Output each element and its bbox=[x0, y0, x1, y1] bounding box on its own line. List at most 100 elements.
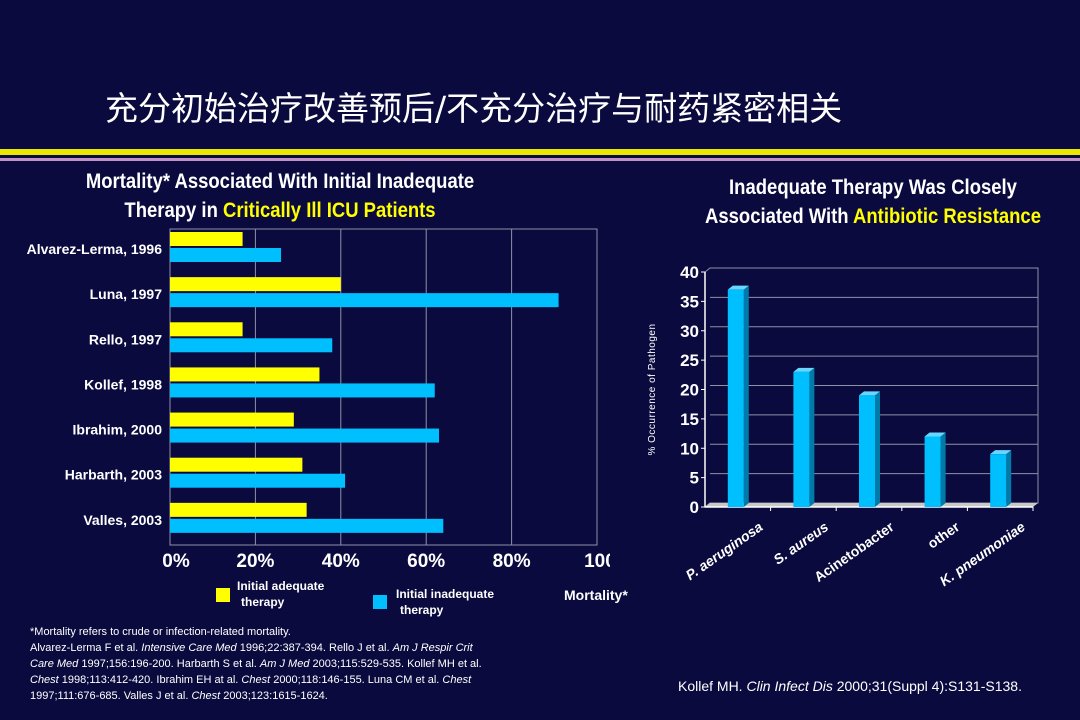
legend-adequate-line2: therapy bbox=[241, 595, 285, 609]
footnote-line3-a: Care Med bbox=[30, 658, 79, 670]
bar-side-acinetobacter bbox=[875, 391, 880, 507]
left-x-tick-label: 80% bbox=[493, 551, 531, 572]
right-x-tick-label-s-aureus: S. aureus bbox=[770, 518, 831, 567]
right-y-tick-label: 20 bbox=[680, 381, 699, 400]
footnote-line3-d: 2003;115:529-535. Kollef MH et al. bbox=[309, 658, 482, 670]
footnote-line4-b: 1998;113:412-420. Ibrahim EH at al. bbox=[58, 674, 242, 686]
category-label-ibrahim-2000: Ibrahim, 2000 bbox=[73, 422, 163, 438]
citation-details: 2000;31(Suppl 4):S131-S138. bbox=[832, 678, 1022, 694]
category-label-luna-1997: Luna, 1997 bbox=[90, 286, 163, 302]
bar-initial-adequate-therapy-rello-1997 bbox=[170, 322, 243, 337]
right-y-tick-label: 30 bbox=[680, 322, 699, 341]
left-mortality-chart: 0% 20% 40% 60% 80% 100 % Alvarez-Lerma, 1996 Lu… bbox=[27, 228, 610, 572]
left-chart-title-highlight: Critically Ill ICU Patients bbox=[222, 199, 436, 222]
bar-top-acinetobacter bbox=[859, 391, 880, 396]
right-y-tick-label: 10 bbox=[680, 439, 699, 458]
left-x-tick-label: 60% bbox=[407, 551, 445, 572]
bar-front-other bbox=[924, 436, 941, 507]
left-chart-title: Mortality* Associated With Initial Inade… bbox=[42, 167, 517, 225]
right-y-tick-label: 35 bbox=[680, 292, 699, 311]
footnote-line5-b: Chest bbox=[191, 690, 221, 702]
right-chart-title-line2: Associated With Antibiotic Resistance bbox=[668, 202, 1078, 231]
bar-front-k-pneumoniae bbox=[990, 454, 1007, 507]
legend-inadequate-line2: therapy bbox=[400, 603, 444, 617]
bar-initial-adequate-therapy-harbarth-2003 bbox=[170, 457, 303, 472]
bar-k-pneumoniae bbox=[990, 450, 1012, 507]
left-x-tick-label: 20% bbox=[236, 551, 274, 572]
footnote-line4-c: Chest bbox=[241, 674, 271, 686]
citation: Kollef MH. Clin Infect Dis 2000;31(Suppl… bbox=[678, 678, 1022, 694]
footnote-line2-b: Intensive Care Med bbox=[141, 642, 237, 654]
footnote-line2-d: Am J Respir Crit bbox=[392, 642, 473, 654]
bar-front-acinetobacter bbox=[859, 395, 875, 507]
bar-initial-adequate-therapy-kollef-1998 bbox=[170, 367, 320, 382]
footnote: *Mortality refers to crude or infection-… bbox=[30, 624, 620, 704]
legend-swatch-inadequate bbox=[373, 595, 387, 609]
footnote-line2-c: 1996;22:387-394. Rello J et al. bbox=[236, 642, 393, 654]
divider-yellow bbox=[0, 149, 1080, 155]
left-chart-title-line1: Mortality* Associated With Initial Inade… bbox=[85, 170, 475, 193]
bar-initial-inadequate-therapy-luna-1997 bbox=[170, 293, 559, 308]
right-x-tick-label-other: other bbox=[924, 518, 962, 551]
footnote-line2: Alvarez-Lerma F et al. Intensive Care Me… bbox=[30, 640, 620, 656]
bar-front-p-aeruginosa bbox=[727, 289, 744, 507]
bar-s-aureus bbox=[793, 367, 815, 507]
bar-front-s-aureus bbox=[793, 371, 810, 507]
bar-side-other bbox=[940, 432, 946, 507]
left-x-tick-label: 0% bbox=[162, 551, 190, 572]
right-y-tick-label: 15 bbox=[680, 410, 699, 429]
footnote-line4: Chest 1998;113:412-420. Ibrahim EH at al… bbox=[30, 672, 620, 688]
footnote-line3: Care Med 1997;156:196-200. Harbarth S et… bbox=[30, 656, 620, 672]
right-chart-title-line2-plain: Associated With bbox=[705, 205, 854, 228]
footnote-line2-a: Alvarez-Lerma F et al. bbox=[30, 642, 142, 654]
right-y-axis-label: % Occurrence of Pathogen bbox=[647, 323, 658, 455]
category-label-valles-2003: Valles, 2003 bbox=[83, 512, 162, 528]
right-x-tick-label-p-aeruginosa: P. aeruginosa bbox=[683, 518, 766, 583]
footnote-line4-a: Chest bbox=[30, 674, 59, 686]
bar-side-k-pneumoniae bbox=[1006, 450, 1012, 507]
bar-other bbox=[924, 432, 946, 507]
right-chart-title-line1: Inadequate Therapy Was Closely bbox=[729, 176, 1017, 199]
bar-initial-inadequate-therapy-harbarth-2003 bbox=[170, 473, 346, 488]
bar-initial-adequate-therapy-valles-2003 bbox=[170, 502, 307, 517]
legend-label-inadequate: Initial inadequate therapy bbox=[396, 586, 494, 618]
bar-initial-adequate-therapy-ibrahim-2000 bbox=[170, 412, 294, 427]
left-chart-title-line2: Therapy in Critically Ill ICU Patients bbox=[42, 196, 517, 225]
right-y-tick-label: 40 bbox=[680, 263, 699, 282]
bar-acinetobacter bbox=[859, 391, 880, 507]
footnote-line5-c: 2003;123:1615-1624. bbox=[220, 690, 328, 702]
bar-initial-adequate-therapy-alvarez-lerma-1996 bbox=[170, 232, 243, 246]
bar-initial-inadequate-therapy-kollef-1998 bbox=[170, 383, 435, 398]
footnote-line5-a: 1997;111:676-685. Valles J et al. bbox=[30, 690, 192, 702]
bar-initial-inadequate-therapy-ibrahim-2000 bbox=[170, 428, 440, 443]
bar-side-s-aureus bbox=[809, 367, 815, 507]
legend-inadequate-line1: Initial inadequate bbox=[396, 587, 495, 601]
footnote-line3-b: 1997;156:196-200. Harbarth S et al. bbox=[78, 658, 260, 670]
left-chart-title-line2-plain: Therapy in bbox=[124, 199, 223, 222]
right-pathogen-chart: 0 5 10 15 20 25 30 35 40 % Occurrence of Pathogen… bbox=[647, 263, 1039, 589]
left-x-tick-label: 100 % bbox=[584, 551, 610, 572]
legend-swatch-adequate bbox=[216, 588, 230, 602]
citation-journal: Clin Infect Dis bbox=[746, 678, 833, 694]
right-chart-title: Inadequate Therapy Was Closely Associate… bbox=[668, 173, 1078, 231]
bar-top-s-aureus bbox=[793, 367, 815, 372]
citation-author: Kollef MH. bbox=[678, 678, 747, 694]
category-label-kollef-1998: Kollef, 1998 bbox=[84, 376, 162, 392]
right-y-tick-label: 0 bbox=[690, 498, 699, 517]
bar-initial-inadequate-therapy-valles-2003 bbox=[170, 518, 444, 533]
category-label-harbarth-2003: Harbarth, 2003 bbox=[65, 467, 162, 483]
legend-label-adequate: Initial adequate therapy bbox=[237, 578, 324, 610]
slide-title: 充分初始治疗改善预后/不充分治疗与耐药紧密相关 bbox=[105, 89, 843, 128]
category-label-alvarez-lerma-1996: Alvarez-Lerma, 1996 bbox=[27, 241, 163, 257]
footnote-line3-c: Am J Med bbox=[259, 658, 310, 670]
bar-top-other bbox=[924, 432, 946, 437]
bar-initial-inadequate-therapy-rello-1997 bbox=[170, 338, 333, 353]
divider-purple bbox=[0, 158, 1080, 161]
right-y-tick-label: 25 bbox=[680, 351, 699, 370]
footnote-line4-d: 2000;118:146-155. Luna CM et al. bbox=[270, 674, 443, 686]
bar-side-p-aeruginosa bbox=[743, 285, 749, 507]
bar-p-aeruginosa bbox=[727, 285, 749, 507]
bar-top-k-pneumoniae bbox=[990, 450, 1012, 455]
bar-initial-inadequate-therapy-alvarez-lerma-1996 bbox=[170, 248, 282, 262]
left-x-axis-label: Mortality* bbox=[564, 587, 628, 603]
